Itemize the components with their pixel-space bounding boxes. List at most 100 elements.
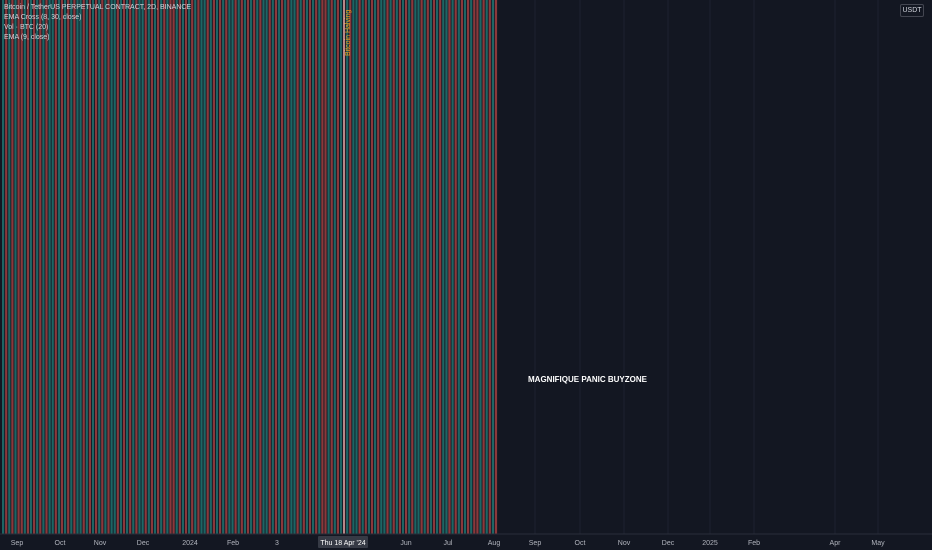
- volume-bar: [370, 0, 374, 534]
- volume-bar: [20, 0, 23, 534]
- time-tick-label: May: [871, 540, 885, 547]
- volume-bar: [389, 0, 392, 534]
- volume-bar: [398, 0, 401, 534]
- volume-bar: [113, 0, 116, 534]
- volume-bar: [305, 0, 308, 534]
- volume-bar: [126, 0, 129, 534]
- volume-bar: [349, 0, 352, 534]
- volume-bar: [178, 0, 181, 534]
- volume-bar: [355, 0, 358, 534]
- volume-bar: [271, 0, 274, 534]
- volume-bar: [330, 0, 333, 534]
- volume-bar: [237, 0, 240, 534]
- volume-bar: [321, 0, 324, 534]
- time-axis: Sep Oct Nov Dec 2024 Feb 3 Jun Jul Aug Sep Oct Nov De…: [0, 533, 932, 550]
- volume-bar: [42, 0, 45, 534]
- volume-bar: [79, 0, 82, 534]
- chart-legend: Bitcoin / TetherUS PERPETUAL CONTRACT, 2…: [4, 3, 191, 43]
- price-axis-bg: [898, 0, 932, 534]
- volume-bar: [11, 0, 14, 534]
- volume-bar: [141, 0, 144, 534]
- time-tick-label: Nov: [94, 540, 107, 547]
- volume-bar: [296, 0, 299, 534]
- volume-bar: [315, 0, 318, 534]
- volume-bar: [420, 0, 423, 534]
- volume-bars: [2, 0, 498, 534]
- volume-bar: [262, 0, 265, 534]
- volume-bar: [448, 0, 451, 534]
- volume-bar: [336, 0, 339, 534]
- volume-bar: [219, 0, 222, 534]
- volume-bar: [110, 0, 113, 534]
- time-tick-label: Feb: [748, 540, 760, 547]
- volume-bar: [135, 0, 138, 534]
- volume-bar: [225, 0, 228, 534]
- indicator-volume[interactable]: Vol · BTC (20): [4, 24, 49, 31]
- volume-bar: [175, 0, 178, 534]
- volume-bar: [200, 0, 203, 534]
- volume-bar: [358, 0, 361, 534]
- volume-bar: [277, 0, 281, 534]
- volume-bar: [14, 0, 17, 534]
- price-axis: 92,00084,50079,50073,50067,50063,50059,5…: [898, 0, 932, 534]
- volume-bar: [293, 0, 296, 534]
- indicator-ema[interactable]: EMA (9, close): [4, 34, 50, 41]
- volume-bar: [101, 0, 104, 534]
- volume-bar: [463, 0, 467, 534]
- volume-bar: [60, 0, 64, 534]
- volume-bar: [346, 0, 349, 534]
- volume-bar: [5, 0, 8, 534]
- time-axis-bg: [0, 534, 932, 550]
- volume-bar: [8, 0, 11, 534]
- volume-bar: [222, 0, 225, 534]
- indicator-ema-cross[interactable]: EMA Cross (8, 30, close): [4, 14, 82, 21]
- volume-bar: [380, 0, 383, 534]
- volume-bar: [67, 0, 70, 534]
- volume-bar: [308, 0, 312, 534]
- volume-bar: [163, 0, 166, 534]
- volume-bar: [281, 0, 284, 534]
- volume-bar: [184, 0, 188, 534]
- volume-bar: [203, 0, 206, 534]
- volume-bar: [364, 0, 367, 534]
- currency-button[interactable]: USDT: [900, 4, 924, 17]
- time-tick-label: Oct: [575, 540, 586, 547]
- volume-bar: [144, 0, 147, 534]
- volume-bar: [482, 0, 485, 534]
- volume-bar: [147, 0, 150, 534]
- volume-bar: [228, 0, 231, 534]
- time-tick-label: Jul: [444, 540, 453, 547]
- volume-bar: [191, 0, 194, 534]
- volume-bar: [426, 0, 429, 534]
- volume-bar: [432, 0, 436, 534]
- volume-bar: [215, 0, 219, 534]
- volume-bar: [274, 0, 277, 534]
- volume-bar: [234, 0, 237, 534]
- volume-bar: [259, 0, 262, 534]
- volume-bar: [414, 0, 417, 534]
- volume-bar: [212, 0, 215, 534]
- time-tick-label: 2025: [702, 540, 718, 547]
- volume-bar: [166, 0, 169, 534]
- volume-bar: [98, 0, 101, 534]
- volume-bar: [104, 0, 107, 534]
- volume-bar: [361, 0, 364, 534]
- volume-bar: [454, 0, 457, 534]
- symbol-title[interactable]: Bitcoin / TetherUS PERPETUAL CONTRACT, 2…: [4, 4, 192, 11]
- volume-bar: [95, 0, 98, 534]
- volume-bar: [36, 0, 39, 534]
- volume-bar: [197, 0, 200, 534]
- volume-bar: [423, 0, 426, 534]
- volume-bar: [411, 0, 414, 534]
- volume-bar: [107, 0, 110, 534]
- volume-bar: [172, 0, 175, 534]
- volume-bar: [206, 0, 209, 534]
- volume-bar: [253, 0, 256, 534]
- volume-bar: [392, 0, 395, 534]
- volume-bar: [327, 0, 330, 534]
- volume-bar: [383, 0, 386, 534]
- volume-bar: [73, 0, 76, 534]
- volume-bar: [82, 0, 85, 534]
- halving-label: Bitcoin Halving: [345, 10, 352, 56]
